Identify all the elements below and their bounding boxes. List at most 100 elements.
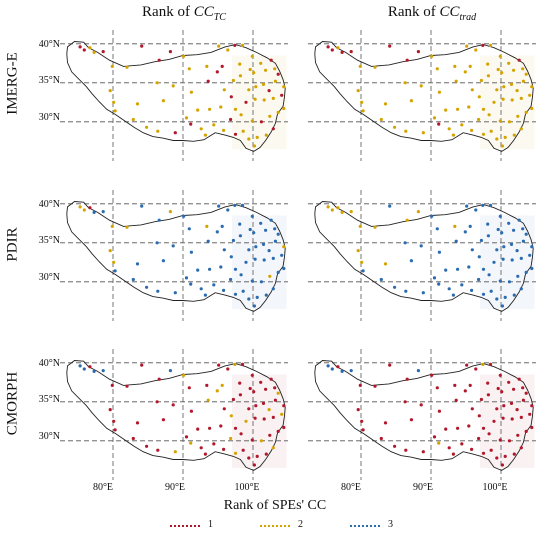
station-point-rank-3 bbox=[173, 291, 177, 295]
station-point-rank-1 bbox=[255, 454, 259, 458]
station-point-rank-1 bbox=[419, 403, 423, 407]
station-point-rank-1 bbox=[507, 439, 511, 443]
station-point-rank-1 bbox=[253, 416, 257, 420]
lat-tick-label: 30°N bbox=[38, 272, 60, 283]
station-point-rank-1 bbox=[467, 424, 471, 428]
station-point-rank-3 bbox=[239, 273, 243, 277]
station-point-rank-3 bbox=[168, 369, 172, 373]
station-point-rank-1 bbox=[101, 50, 105, 54]
station-point-rank-2 bbox=[282, 245, 286, 249]
lat-tick-label: 35°N bbox=[38, 235, 60, 246]
station-point-rank-2 bbox=[498, 54, 502, 58]
station-point-rank-2 bbox=[530, 106, 534, 111]
station-point-rank-1 bbox=[477, 436, 481, 441]
station-point-rank-2 bbox=[470, 88, 474, 92]
station-point-rank-3 bbox=[250, 279, 254, 283]
station-point-rank-3 bbox=[247, 248, 251, 252]
lat-tick-label: 40°N bbox=[38, 358, 60, 369]
station-point-rank-1 bbox=[212, 442, 216, 446]
station-point-rank-2 bbox=[262, 98, 266, 102]
station-point-rank-2 bbox=[215, 389, 219, 393]
station-point-rank-3 bbox=[199, 287, 203, 291]
station-point-rank-2 bbox=[383, 102, 388, 106]
station-point-rank-1 bbox=[238, 381, 242, 385]
station-point-rank-3 bbox=[208, 267, 212, 271]
station-point-rank-1 bbox=[157, 377, 161, 381]
station-point-rank-1 bbox=[388, 44, 392, 48]
legend: 1 2 3 bbox=[170, 518, 410, 534]
station-point-rank-2 bbox=[268, 274, 272, 278]
station-point-rank-1 bbox=[145, 444, 149, 448]
station-point-rank-2 bbox=[404, 129, 408, 133]
station-point-rank-2 bbox=[373, 225, 377, 229]
station-point-rank-3 bbox=[82, 367, 86, 371]
station-point-rank-1 bbox=[113, 428, 117, 432]
station-point-rank-1 bbox=[454, 398, 458, 402]
station-point-rank-2 bbox=[456, 107, 460, 111]
station-point-rank-2 bbox=[155, 81, 159, 85]
station-point-rank-1 bbox=[220, 64, 224, 68]
station-point-rank-3 bbox=[244, 260, 248, 264]
station-point-rank-1 bbox=[248, 386, 252, 391]
station-point-rank-1 bbox=[498, 373, 502, 377]
station-point-rank-2 bbox=[189, 441, 193, 445]
station-point-rank-2 bbox=[217, 44, 221, 48]
station-point-rank-3 bbox=[259, 221, 263, 225]
station-point-rank-1 bbox=[379, 436, 383, 441]
station-point-rank-2 bbox=[220, 383, 224, 387]
station-point-rank-1 bbox=[252, 390, 256, 394]
station-point-rank-2 bbox=[108, 249, 112, 253]
station-point-rank-3 bbox=[515, 249, 519, 253]
region-shading bbox=[232, 55, 287, 150]
station-point-rank-1 bbox=[435, 386, 439, 390]
station-point-rank-3 bbox=[507, 280, 511, 284]
station-point-rank-3 bbox=[409, 259, 413, 263]
station-point-rank-2 bbox=[468, 64, 472, 68]
station-point-rank-2 bbox=[261, 82, 266, 86]
station-point-rank-2 bbox=[92, 50, 96, 55]
station-point-rank-1 bbox=[157, 58, 161, 62]
station-point-rank-2 bbox=[435, 67, 439, 71]
station-point-rank-1 bbox=[168, 50, 172, 54]
station-point-rank-1 bbox=[530, 425, 534, 430]
station-point-rank-2 bbox=[510, 98, 514, 102]
station-point-rank-3 bbox=[157, 218, 161, 222]
station-point-rank-2 bbox=[477, 117, 481, 122]
station-point-rank-1 bbox=[241, 448, 245, 452]
station-point-rank-2 bbox=[486, 74, 490, 78]
station-point-rank-2 bbox=[226, 48, 230, 52]
station-point-rank-1 bbox=[184, 435, 189, 439]
station-point-rank-3 bbox=[500, 231, 504, 235]
station-point-rank-3 bbox=[252, 304, 256, 308]
legend-label: 2 bbox=[298, 519, 303, 530]
station-point-rank-1 bbox=[488, 362, 493, 366]
station-point-rank-1 bbox=[492, 419, 496, 423]
station-point-rank-1 bbox=[264, 387, 268, 391]
station-point-rank-1 bbox=[383, 421, 388, 425]
station-point-rank-1 bbox=[486, 381, 490, 385]
station-point-rank-3 bbox=[447, 287, 451, 291]
station-point-rank-3 bbox=[219, 265, 223, 269]
station-point-rank-1 bbox=[231, 397, 235, 402]
station-point-rank-1 bbox=[199, 446, 203, 450]
station-point-rank-1 bbox=[110, 383, 114, 387]
station-point-rank-1 bbox=[361, 428, 365, 432]
station-point-rank-1 bbox=[273, 386, 277, 390]
station-point-rank-2 bbox=[161, 99, 165, 103]
station-point-rank-1 bbox=[205, 383, 209, 387]
station-point-rank-3 bbox=[282, 266, 286, 271]
station-point-rank-3 bbox=[435, 227, 439, 231]
station-point-rank-2 bbox=[248, 67, 252, 72]
station-point-rank-2 bbox=[168, 210, 172, 214]
station-point-rank-3 bbox=[512, 293, 516, 297]
station-point-rank-2 bbox=[205, 224, 209, 228]
station-point-rank-2 bbox=[336, 46, 340, 50]
station-point-rank-2 bbox=[196, 108, 200, 112]
station-point-rank-3 bbox=[262, 258, 266, 262]
station-point-rank-1 bbox=[217, 363, 221, 367]
station-point-rank-2 bbox=[479, 78, 483, 83]
station-point-rank-3 bbox=[495, 297, 499, 301]
station-point-rank-1 bbox=[259, 120, 263, 124]
station-point-rank-2 bbox=[206, 398, 210, 402]
station-point-rank-1 bbox=[173, 131, 177, 135]
